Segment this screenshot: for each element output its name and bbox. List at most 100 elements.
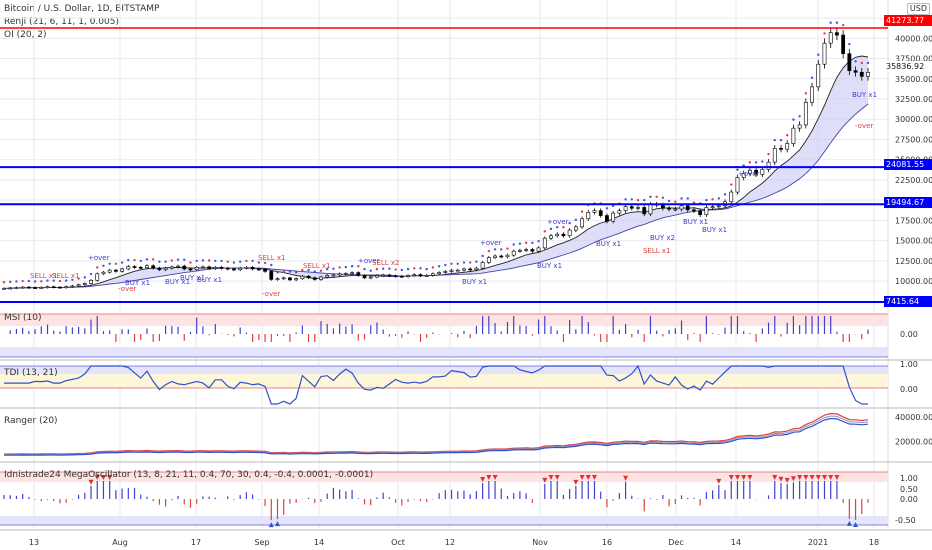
candle-body bbox=[381, 274, 386, 277]
signal-dot bbox=[326, 267, 329, 271]
y-tick-label: 12500.00 bbox=[895, 257, 932, 266]
signal-dot bbox=[158, 260, 161, 263]
signal-dot bbox=[605, 207, 609, 210]
candle-body bbox=[518, 250, 522, 252]
candle-body bbox=[182, 265, 187, 270]
chart-annotation: BUY x1 bbox=[852, 91, 877, 99]
candle-body bbox=[642, 207, 647, 215]
candle-body bbox=[660, 204, 665, 209]
signal-dot bbox=[307, 268, 310, 272]
candle-body bbox=[605, 215, 609, 222]
mega-sell-triangle bbox=[579, 475, 585, 480]
signal-dot bbox=[257, 261, 261, 264]
candle-body bbox=[39, 287, 44, 289]
mega-sell-triangle bbox=[821, 475, 827, 480]
signal-dot bbox=[667, 199, 671, 203]
signal-dot bbox=[854, 60, 857, 63]
tdi-tick-high: 1.00 bbox=[900, 360, 918, 369]
chart-annotation: +over bbox=[547, 218, 569, 226]
signal-dot bbox=[288, 270, 292, 273]
candle-body bbox=[835, 32, 839, 36]
msi-zone-lower bbox=[0, 347, 888, 357]
candle-body bbox=[145, 265, 149, 269]
signal-dot bbox=[419, 267, 422, 270]
signal-dot bbox=[15, 280, 18, 283]
candle-body bbox=[710, 206, 715, 208]
price-tag-last: 35836.92 bbox=[884, 61, 932, 72]
signal-dot bbox=[792, 118, 795, 121]
mega-sell-triangle bbox=[828, 475, 834, 480]
tdi-tick-low: 0.00 bbox=[900, 385, 918, 394]
currency-badge[interactable]: USD bbox=[906, 3, 930, 15]
signal-dot bbox=[394, 268, 397, 271]
x-tick-label: 14 bbox=[314, 538, 324, 547]
ranger-mid-line bbox=[3, 415, 869, 456]
candle-body bbox=[511, 250, 516, 256]
signal-dot bbox=[537, 239, 540, 243]
candle-body bbox=[126, 266, 131, 270]
signal-dot bbox=[120, 261, 124, 264]
candle-body bbox=[207, 266, 212, 269]
x-tick-label: 12 bbox=[445, 538, 455, 547]
candle-body bbox=[70, 285, 75, 288]
signal-dot bbox=[817, 53, 820, 56]
mega-zone-upper bbox=[0, 472, 888, 482]
candle-body bbox=[766, 161, 771, 170]
candle-body bbox=[194, 267, 199, 271]
signal-dot bbox=[829, 21, 832, 24]
msi-zone-upper bbox=[0, 314, 888, 326]
signal-dot bbox=[518, 242, 522, 245]
candle-body bbox=[692, 209, 696, 212]
candle-body bbox=[735, 177, 740, 193]
signal-dot bbox=[232, 261, 236, 264]
ranger-upper-line bbox=[3, 412, 869, 455]
y-tick-label: 32500.00 bbox=[895, 95, 932, 104]
signal-dot bbox=[705, 198, 708, 202]
signal-dot bbox=[686, 197, 689, 200]
signal-dot bbox=[717, 197, 721, 200]
signal-dot bbox=[332, 267, 335, 270]
candle-body bbox=[244, 267, 249, 269]
x-tick-label: 13 bbox=[29, 538, 39, 547]
mega-sell-triangle bbox=[728, 475, 734, 481]
candle-body bbox=[26, 286, 31, 289]
candle-body bbox=[51, 286, 56, 289]
signal-dot bbox=[127, 258, 130, 262]
mega-tick: 0.50 bbox=[900, 485, 918, 494]
signal-dot bbox=[413, 267, 416, 270]
x-tick-label: 2021 bbox=[808, 538, 828, 547]
mega-sell-triangle bbox=[797, 475, 803, 480]
signal-dot bbox=[630, 198, 633, 201]
mega-sell-triangle bbox=[585, 475, 591, 480]
signal-dot bbox=[661, 196, 665, 199]
signal-dot bbox=[835, 21, 839, 24]
mega-sell-triangle bbox=[592, 475, 598, 480]
candle-body bbox=[779, 148, 783, 150]
signal-dot bbox=[77, 277, 80, 280]
signal-dot bbox=[655, 195, 658, 199]
candle-body bbox=[866, 72, 870, 77]
tdi-line bbox=[4, 364, 868, 405]
signal-dot bbox=[319, 269, 323, 272]
signal-dot bbox=[450, 262, 453, 265]
candle-body bbox=[312, 277, 317, 280]
candle-body bbox=[480, 262, 485, 269]
chart-annotation: +over bbox=[480, 239, 502, 247]
signal-dot bbox=[27, 279, 31, 283]
candle-body bbox=[406, 275, 410, 277]
signal-dot bbox=[89, 272, 93, 276]
signal-dot bbox=[556, 226, 559, 229]
mega-buy-triangle bbox=[853, 521, 859, 527]
signal-dot bbox=[400, 268, 404, 272]
candle-body bbox=[859, 72, 864, 77]
chart-annotation: BUY x1 bbox=[537, 262, 562, 270]
signal-dot bbox=[512, 243, 515, 246]
mega-sell-triangle bbox=[100, 475, 106, 480]
signal-dot bbox=[96, 266, 99, 269]
candle-body bbox=[14, 287, 19, 289]
signal-dot bbox=[487, 249, 491, 253]
candle-body bbox=[679, 205, 684, 210]
chart-annotation: SELL x1 bbox=[303, 262, 331, 270]
mega-sell-triangle bbox=[542, 477, 548, 483]
